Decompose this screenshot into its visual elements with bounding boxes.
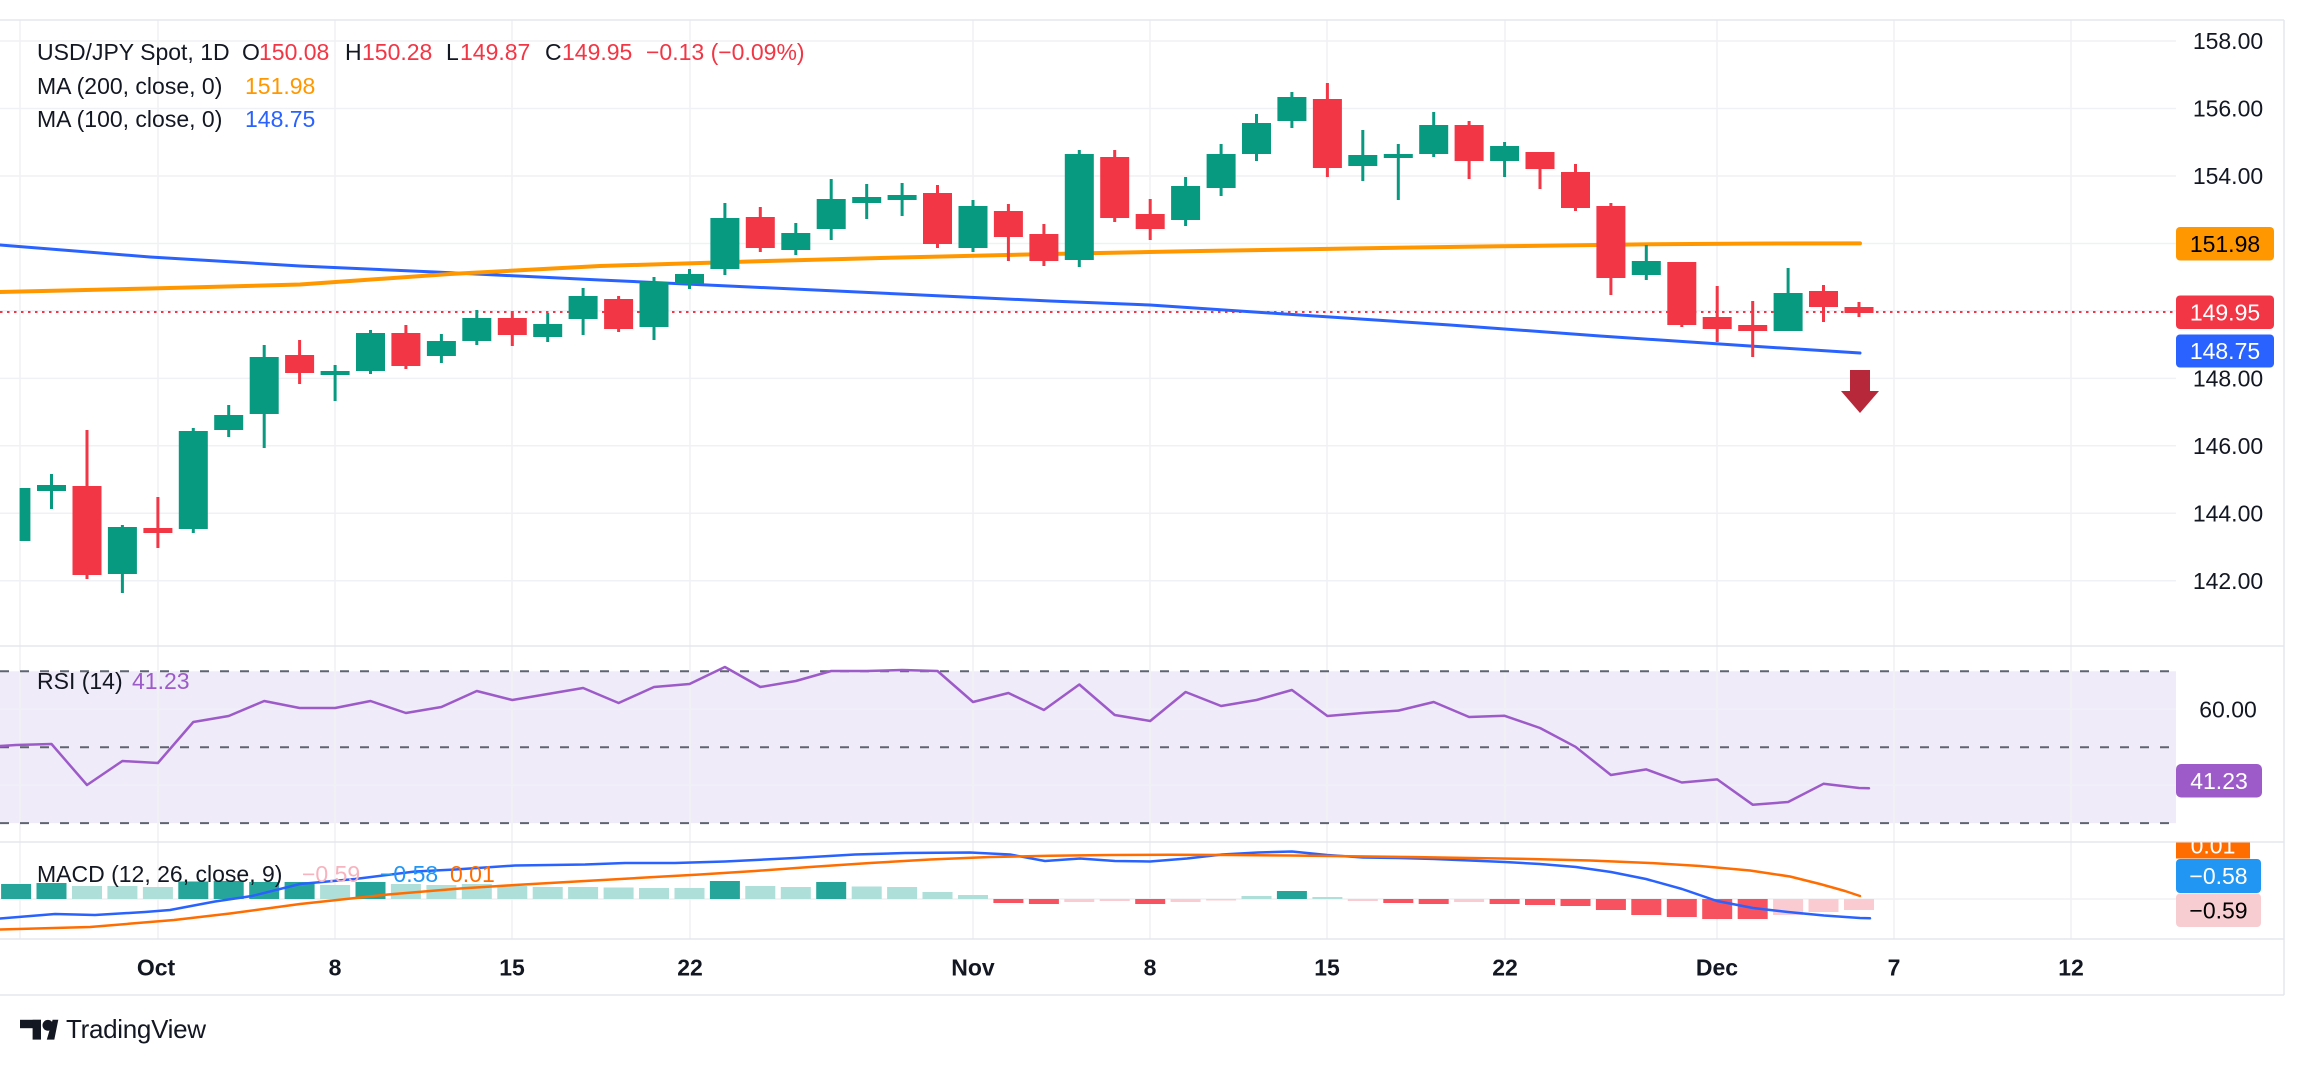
svg-text:0.01: 0.01: [450, 861, 495, 887]
svg-text:−0.13 (−0.09%): −0.13 (−0.09%): [646, 39, 805, 65]
svg-text:MA (200, close, 0): MA (200, close, 0): [37, 73, 222, 99]
svg-text:149.95: 149.95: [562, 39, 632, 65]
svg-text:22: 22: [677, 955, 703, 981]
svg-text:151.98: 151.98: [2190, 231, 2260, 257]
svg-text:156.00: 156.00: [2193, 95, 2263, 121]
svg-text:60.00: 60.00: [2199, 696, 2257, 722]
svg-text:−0.58: −0.58: [2189, 863, 2247, 889]
svg-text:41.23: 41.23: [2190, 768, 2248, 794]
svg-text:USD/JPY Spot, 1D: USD/JPY Spot, 1D: [37, 39, 230, 65]
svg-text:148.75: 148.75: [2190, 338, 2260, 364]
svg-text:H: H: [345, 39, 362, 65]
svg-text:142.00: 142.00: [2193, 568, 2263, 594]
svg-text:151.98: 151.98: [245, 73, 315, 99]
svg-text:12: 12: [2058, 955, 2084, 981]
svg-text:−0.59: −0.59: [302, 861, 360, 887]
svg-text:TradingView: TradingView: [66, 1014, 206, 1044]
svg-text:C: C: [545, 39, 562, 65]
svg-text:146.00: 146.00: [2193, 433, 2263, 459]
svg-text:Dec: Dec: [1696, 955, 1738, 981]
svg-text:−0.58: −0.58: [380, 861, 438, 887]
svg-text:O: O: [242, 39, 260, 65]
svg-text:150.08: 150.08: [259, 39, 329, 65]
svg-text:148.75: 148.75: [245, 106, 315, 132]
svg-text:Oct: Oct: [137, 955, 176, 981]
svg-text:MACD (12, 26, close, 9): MACD (12, 26, close, 9): [37, 861, 282, 887]
svg-text:144.00: 144.00: [2193, 500, 2263, 526]
svg-text:15: 15: [1314, 955, 1340, 981]
svg-text:Nov: Nov: [951, 955, 995, 981]
svg-text:22: 22: [1492, 955, 1518, 981]
svg-text:8: 8: [1144, 955, 1157, 981]
svg-text:RSI (14): RSI (14): [37, 668, 123, 694]
svg-text:−0.59: −0.59: [2189, 897, 2247, 923]
svg-text:154.00: 154.00: [2193, 163, 2263, 189]
svg-text:0.01: 0.01: [2191, 833, 2236, 859]
svg-text:148.00: 148.00: [2193, 365, 2263, 391]
svg-text:8: 8: [329, 955, 342, 981]
svg-text:149.87: 149.87: [460, 39, 530, 65]
svg-text:158.00: 158.00: [2193, 28, 2263, 54]
svg-text:L: L: [446, 39, 459, 65]
svg-text:MA (100, close, 0): MA (100, close, 0): [37, 106, 222, 132]
svg-text:150.28: 150.28: [362, 39, 432, 65]
svg-text:41.23: 41.23: [132, 668, 190, 694]
svg-text:7: 7: [1888, 955, 1901, 981]
svg-text:15: 15: [499, 955, 525, 981]
svg-text:149.95: 149.95: [2190, 299, 2260, 325]
